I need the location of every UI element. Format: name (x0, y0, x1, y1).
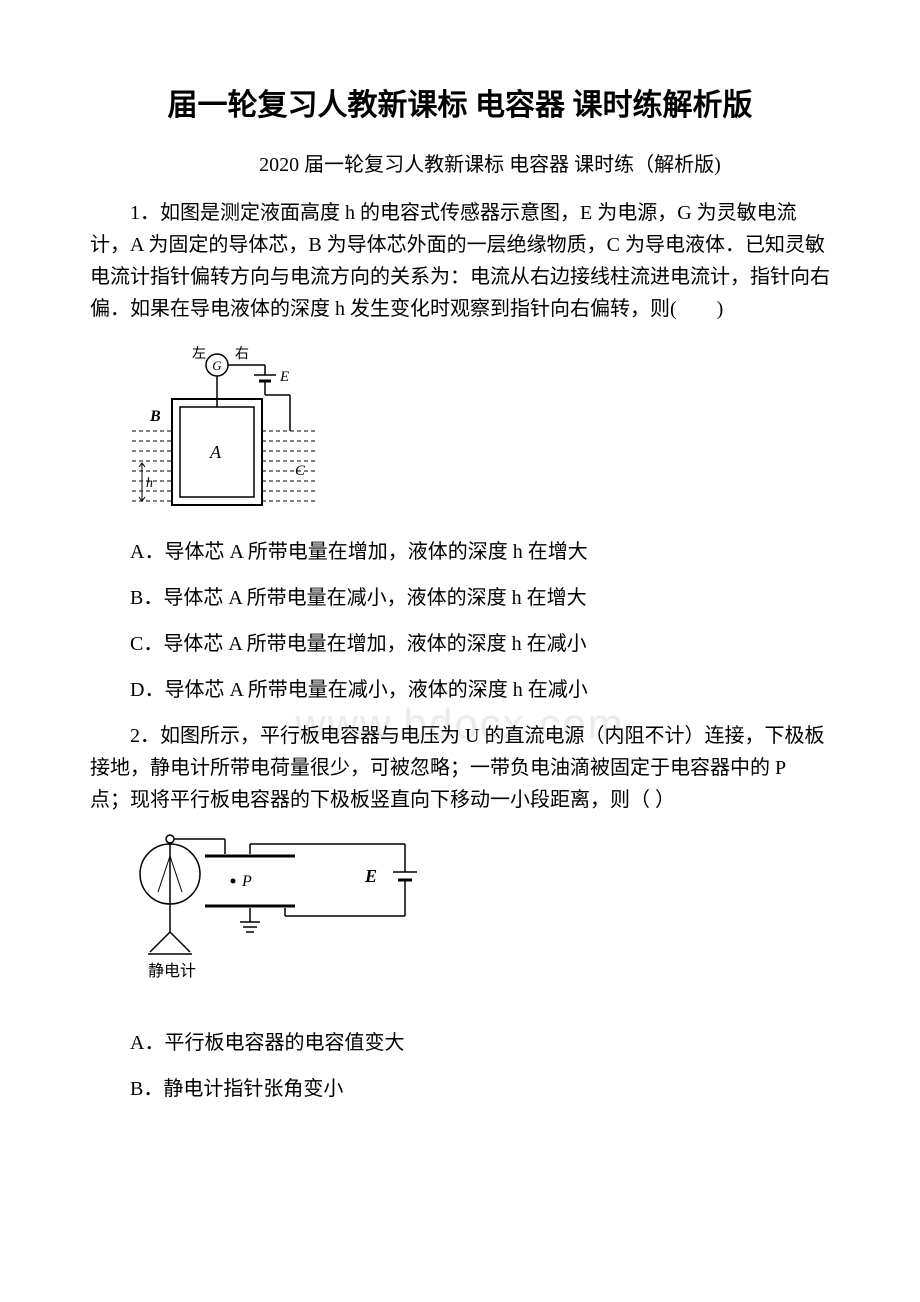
question-2-option-a: A．平行板电容器的电容值变大 (90, 1027, 830, 1059)
height-label-h: h (146, 476, 153, 491)
left-label: 左 (192, 346, 206, 362)
question-1-figure: G 左 右 E B A C h (130, 343, 830, 518)
page: www.bdocx.com 届一轮复习人教新课标 电容器 课时练解析版 2020… (90, 80, 830, 1105)
question-2-number: 2． (130, 725, 160, 747)
question-1-stem: 1．如图是测定液面高度 h 的电容式传感器示意图，E 为电源，G 为灵敏电流计，… (90, 197, 830, 325)
point-p-label: P (241, 873, 252, 890)
liquid-label-c: C (295, 463, 306, 479)
question-1-option-c: C．导体芯 A 所带电量在增加，液体的深度 h 在减小 (90, 628, 830, 660)
question-1-option-a: A．导体芯 A 所带电量在增加，液体的深度 h 在增大 (90, 536, 830, 568)
capacitor-circuit-diagram: 静电计 P E (130, 834, 440, 1004)
question-2-stem: 2．如图所示，平行板电容器与电压为 U 的直流电源（内阻不计）连接，下极板接地，… (90, 720, 830, 816)
document-subtitle: 2020 届一轮复习人教新课标 电容器 课时练（解析版) (90, 148, 830, 177)
question-2-figure: 静电计 P E (130, 834, 830, 1009)
galvanometer-label: G (212, 358, 222, 373)
question-1-option-d: D．导体芯 A 所带电量在减小，液体的深度 h 在减小 (90, 674, 830, 706)
electroscope-label: 静电计 (148, 962, 196, 980)
sensor-circuit-diagram: G 左 右 E B A C h (130, 343, 320, 513)
question-1-number: 1． (130, 202, 160, 224)
document-title: 届一轮复习人教新课标 电容器 课时练解析版 (90, 80, 830, 124)
source-label-e: E (279, 369, 289, 385)
insulation-label-b: B (149, 408, 161, 425)
question-2-text: 如图所示，平行板电容器与电压为 U 的直流电源（内阻不计）连接，下极板接地，静电… (90, 725, 824, 811)
question-1-option-b: B．导体芯 A 所带电量在减小，液体的深度 h 在增大 (90, 582, 830, 614)
right-label: 右 (235, 346, 249, 362)
source-label-e2: E (364, 866, 377, 886)
question-1-text: 如图是测定液面高度 h 的电容式传感器示意图，E 为电源，G 为灵敏电流计，A … (90, 202, 830, 320)
core-label-a: A (209, 442, 222, 462)
question-2-option-b: B．静电计指针张角变小 (90, 1073, 830, 1105)
